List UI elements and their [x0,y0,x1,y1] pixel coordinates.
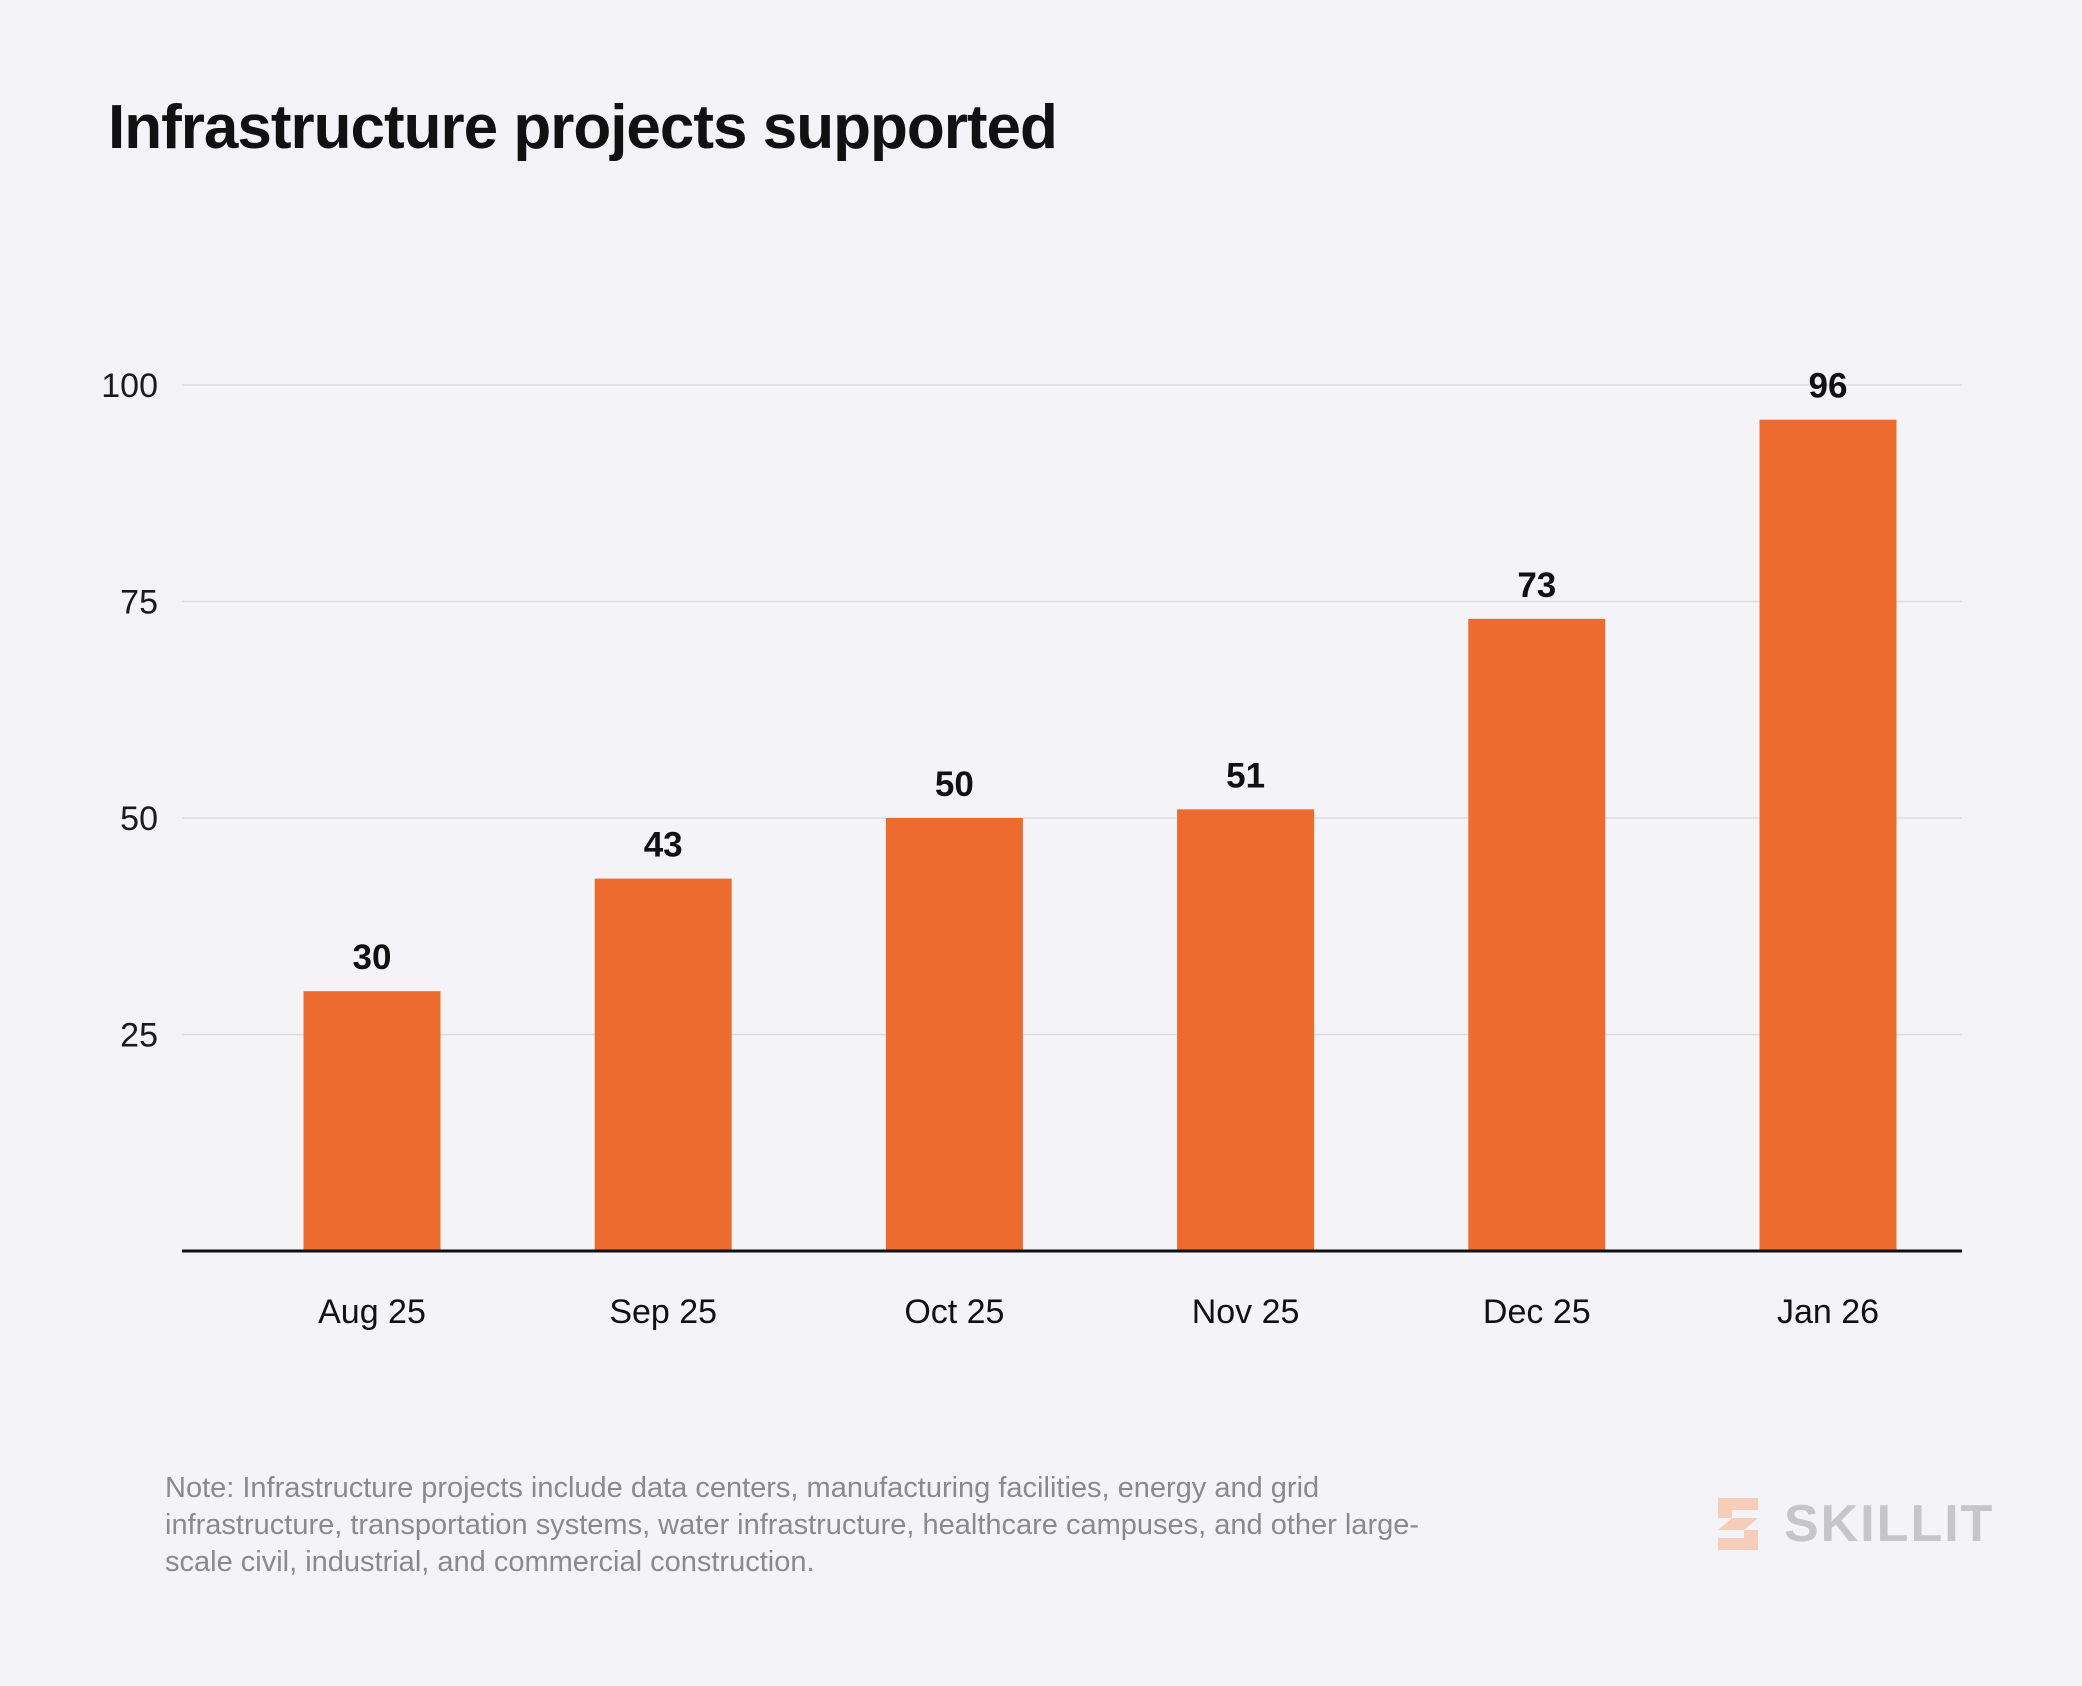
footnote: Note: Infrastructure projects include da… [165,1472,1420,1578]
x-tick-label: Oct 25 [904,1293,1004,1331]
x-tick-label: Jan 26 [1777,1293,1879,1331]
data-label: 73 [1517,566,1556,605]
data-label: 30 [353,938,392,977]
y-tick-label: 50 [120,800,158,838]
y-tick-label: 25 [120,1017,158,1055]
x-tick-label: Nov 25 [1192,1293,1300,1331]
gridlines [182,384,1962,1036]
brand-logo: SKILLIT [1712,1494,1994,1554]
x-axis-ticks: Aug 25 Sep 25 Oct 25 Nov 25 Dec 25 Jan 26 [318,1293,1879,1331]
data-label: 50 [935,765,974,804]
bar [1759,419,1897,1251]
x-tick-label: Dec 25 [1483,1293,1591,1331]
y-tick-label: 100 [101,367,158,405]
data-label: 51 [1226,756,1265,795]
bar [1177,809,1315,1251]
data-label: 96 [1809,367,1848,406]
data-labels: 30 43 50 51 73 96 [353,367,1848,978]
x-tick-label: Sep 25 [609,1293,717,1331]
bars [303,419,1897,1251]
brand-name: SKILLIT [1784,1495,1995,1553]
skillit-logo-icon [1718,1498,1758,1550]
bar [1468,618,1606,1251]
bar [594,878,732,1251]
bar [885,818,1023,1251]
y-axis-ticks: 25 50 75 100 [101,367,158,1055]
y-tick-label: 75 [120,584,158,622]
x-tick-label: Aug 25 [318,1293,426,1331]
chart-title: Infrastructure projects supported [108,93,1058,162]
bar [303,991,441,1251]
data-label: 43 [644,826,683,865]
